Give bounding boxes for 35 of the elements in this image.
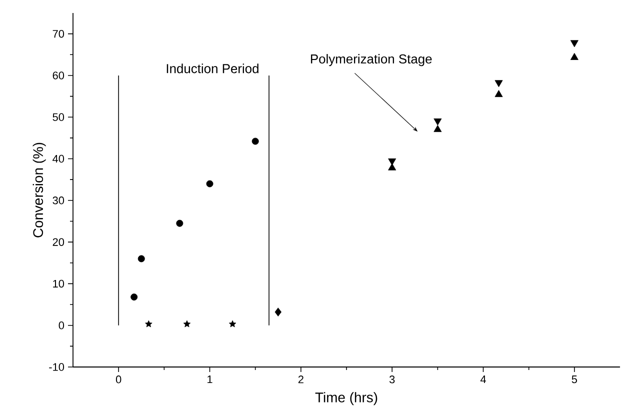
point <box>145 320 152 328</box>
point <box>434 125 442 132</box>
point <box>494 90 503 98</box>
point <box>176 220 184 227</box>
y-tick-label: -10 <box>49 363 64 371</box>
point <box>228 320 236 328</box>
y-axis-title: Conversion (%) <box>32 142 46 238</box>
point <box>274 308 282 316</box>
point <box>434 118 442 126</box>
y-tick-label: 20 <box>52 238 64 246</box>
point <box>388 163 396 170</box>
point <box>183 320 191 328</box>
x-axis-title: Time (hrs) <box>315 392 378 406</box>
x-tick-label: 3 <box>389 376 395 384</box>
point <box>206 180 214 188</box>
point <box>494 80 503 88</box>
y-tick-label: 60 <box>52 72 64 80</box>
x-tick-label: 2 <box>298 376 304 384</box>
point <box>252 138 259 145</box>
y-tick-label: 10 <box>53 280 64 288</box>
x-tick-label: 0 <box>116 376 122 384</box>
point <box>138 255 145 262</box>
y-tick-label: 0 <box>58 321 64 330</box>
y-tick-label: 50 <box>52 113 64 121</box>
x-tick-label: 4 <box>480 376 486 384</box>
point <box>388 158 396 166</box>
annotation: Polymerization Stage <box>310 54 432 66</box>
point <box>570 40 578 48</box>
y-tick-label: 70 <box>52 30 64 38</box>
y-tick-label: 30 <box>52 196 64 204</box>
x-tick-label: 5 <box>572 376 577 384</box>
annotation: Induction Period <box>166 64 258 74</box>
x-tick-label: 1 <box>208 376 212 384</box>
point <box>130 294 138 301</box>
y-tick-label: 40 <box>52 154 64 163</box>
